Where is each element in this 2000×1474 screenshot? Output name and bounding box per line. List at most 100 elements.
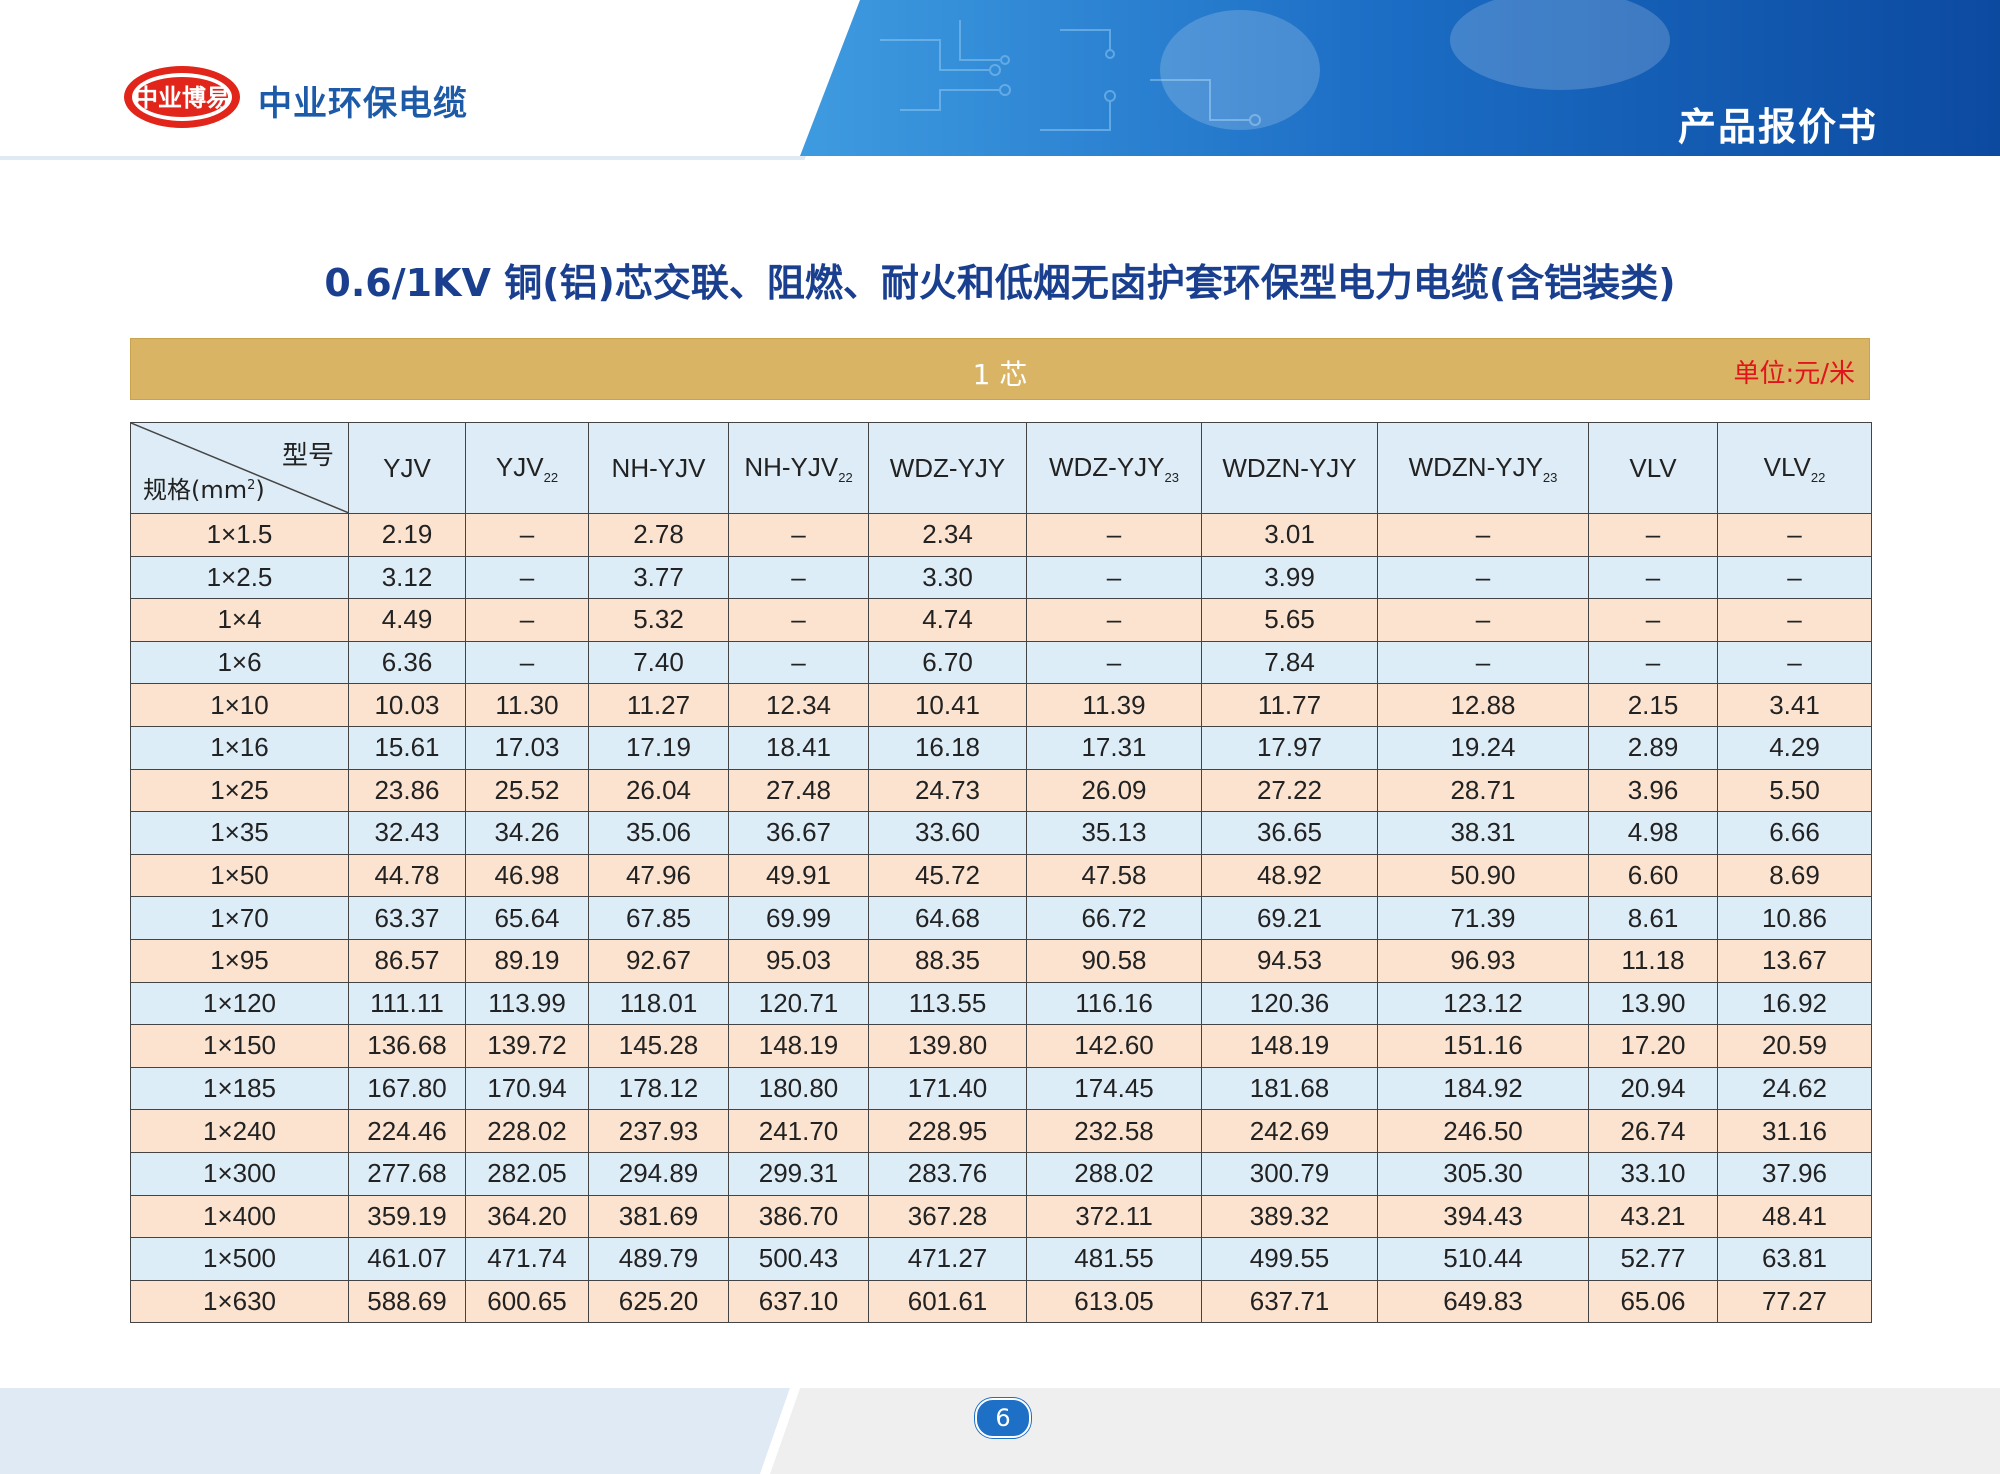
price-cell: 11.39 xyxy=(1026,683,1202,727)
column-header: WDZ-YJY xyxy=(868,422,1027,514)
price-cell: 86.57 xyxy=(348,938,466,983)
table-row: 1×120 111.11 113.99 118.01 120.71 113.55 116.1… xyxy=(130,981,1872,1026)
price-cell: 364.20 xyxy=(465,1194,589,1239)
price-cell: 11.77 xyxy=(1201,683,1378,727)
price-cell: 6.60 xyxy=(1588,853,1718,898)
column-header: VLV22 xyxy=(1717,422,1872,514)
price-cell: 2.15 xyxy=(1588,683,1718,727)
price-cell: 142.60 xyxy=(1026,1024,1202,1068)
price-cell: 12.34 xyxy=(728,683,869,727)
spec-cell: 1×6 xyxy=(130,640,349,685)
price-cell: 69.99 xyxy=(728,896,869,940)
price-cell: 52.77 xyxy=(1588,1237,1718,1281)
price-cell: 12.88 xyxy=(1377,683,1589,727)
price-cell: 283.76 xyxy=(868,1151,1027,1196)
price-cell: 44.78 xyxy=(348,853,466,898)
price-cell: 95.03 xyxy=(728,938,869,983)
price-cell: 637.71 xyxy=(1201,1279,1378,1324)
table-row: 1×500 461.07 471.74 489.79 500.43 471.27 481.5… xyxy=(130,1237,1872,1281)
price-cell: 2.19 xyxy=(348,513,466,557)
price-cell: 31.16 xyxy=(1717,1109,1872,1153)
price-cell: 2.89 xyxy=(1588,725,1718,770)
page-header: 中业博易 中业环保电缆 产品报价书 xyxy=(0,0,2000,160)
table-row: 1×10 10.03 11.30 11.27 12.34 10.41 11.39 11.77 1… xyxy=(130,683,1872,727)
price-cell: 5.65 xyxy=(1201,598,1378,642)
price-cell: 136.68 xyxy=(348,1024,466,1068)
page-number: 6 xyxy=(975,1398,1031,1438)
price-cell: 26.04 xyxy=(588,768,729,813)
price-cell: 4.98 xyxy=(1588,811,1718,855)
price-cell: 184.92 xyxy=(1377,1066,1589,1111)
price-cell: 67.85 xyxy=(588,896,729,940)
price-cell: 123.12 xyxy=(1377,981,1589,1026)
price-cell: 294.89 xyxy=(588,1151,729,1196)
price-cell: 35.06 xyxy=(588,811,729,855)
price-cell: 33.10 xyxy=(1588,1151,1718,1196)
price-cell: 3.99 xyxy=(1201,555,1378,600)
column-header: YJV22 xyxy=(465,422,589,514)
spec-cell: 1×240 xyxy=(130,1109,349,1153)
price-cell: 8.61 xyxy=(1588,896,1718,940)
price-cell: 20.59 xyxy=(1717,1024,1872,1068)
price-cell: – xyxy=(1377,598,1589,642)
svg-text:中业博易: 中业博易 xyxy=(134,84,230,112)
price-cell: 28.71 xyxy=(1377,768,1589,813)
price-cell: 2.78 xyxy=(588,513,729,557)
price-cell: 65.64 xyxy=(465,896,589,940)
price-cell: 242.69 xyxy=(1201,1109,1378,1153)
price-cell: 359.19 xyxy=(348,1194,466,1239)
price-cell: 32.43 xyxy=(348,811,466,855)
price-cell: 48.92 xyxy=(1201,853,1378,898)
price-cell: – xyxy=(1717,640,1872,685)
price-cell: 288.02 xyxy=(1026,1151,1202,1196)
price-cell: 6.36 xyxy=(348,640,466,685)
price-cell: 10.86 xyxy=(1717,896,1872,940)
column-header: VLV xyxy=(1588,422,1718,514)
price-cell: 16.18 xyxy=(868,725,1027,770)
price-cell: – xyxy=(1588,513,1718,557)
section-bar: 1 芯 单位:元/米 xyxy=(130,338,1870,400)
price-cell: – xyxy=(1377,555,1589,600)
price-cell: 27.48 xyxy=(728,768,869,813)
price-cell: 17.31 xyxy=(1026,725,1202,770)
price-cell: 118.01 xyxy=(588,981,729,1026)
price-cell: 19.24 xyxy=(1377,725,1589,770)
price-cell: – xyxy=(1717,555,1872,600)
price-cell: – xyxy=(1377,513,1589,557)
column-header: WDZN-YJY23 xyxy=(1377,422,1589,514)
table-row: 1×400 359.19 364.20 381.69 386.70 367.28 372.1… xyxy=(130,1194,1872,1239)
price-cell: – xyxy=(728,598,869,642)
price-cell: 180.80 xyxy=(728,1066,869,1111)
price-cell: 24.62 xyxy=(1717,1066,1872,1111)
table-row: 1×1.5 2.19–2.78–2.34–3.01– – – xyxy=(130,513,1872,557)
spec-cell: 1×500 xyxy=(130,1237,349,1281)
column-header: YJV xyxy=(348,422,466,514)
price-cell: 116.16 xyxy=(1026,981,1202,1026)
table-row: 1×50 44.78 46.98 47.96 49.91 45.72 47.58 48.92 5… xyxy=(130,853,1872,898)
price-cell: 367.28 xyxy=(868,1194,1027,1239)
price-cell: – xyxy=(1717,513,1872,557)
page-title: 0.6/1KV 铜(铝)芯交联、阻燃、耐火和低烟无卤护套环保型电力电缆(含铠装类… xyxy=(324,261,1676,305)
table-row: 1×150 136.68 139.72 145.28 148.19 139.80 142.6… xyxy=(130,1024,1872,1068)
spec-cell: 1×1.5 xyxy=(130,513,349,557)
price-cell: 64.68 xyxy=(868,896,1027,940)
table-row: 1×630 588.69 600.65 625.20 637.10 601.61 613.0… xyxy=(130,1279,1872,1324)
table-row: 1×70 63.37 65.64 67.85 69.99 64.68 66.72 69.21 7… xyxy=(130,896,1872,940)
price-cell: 381.69 xyxy=(588,1194,729,1239)
price-cell: – xyxy=(465,598,589,642)
table-row: 1×16 15.61 17.03 17.19 18.41 16.18 17.31 17.97 1… xyxy=(130,725,1872,770)
corner-header-cell: 型号 规格(mm2) xyxy=(130,422,349,514)
price-cell: 228.95 xyxy=(868,1109,1027,1153)
price-cell: 15.61 xyxy=(348,725,466,770)
price-cell: 11.30 xyxy=(465,683,589,727)
price-cell: 237.93 xyxy=(588,1109,729,1153)
corner-model-label: 型号 xyxy=(281,441,334,471)
spec-cell: 1×4 xyxy=(130,598,349,642)
price-cell: 148.19 xyxy=(728,1024,869,1068)
price-cell: 499.55 xyxy=(1201,1237,1378,1281)
price-cell: 11.27 xyxy=(588,683,729,727)
price-cell: 8.69 xyxy=(1717,853,1872,898)
price-cell: 90.58 xyxy=(1026,938,1202,983)
price-cell: 65.06 xyxy=(1588,1279,1718,1324)
price-cell: 3.41 xyxy=(1717,683,1872,727)
